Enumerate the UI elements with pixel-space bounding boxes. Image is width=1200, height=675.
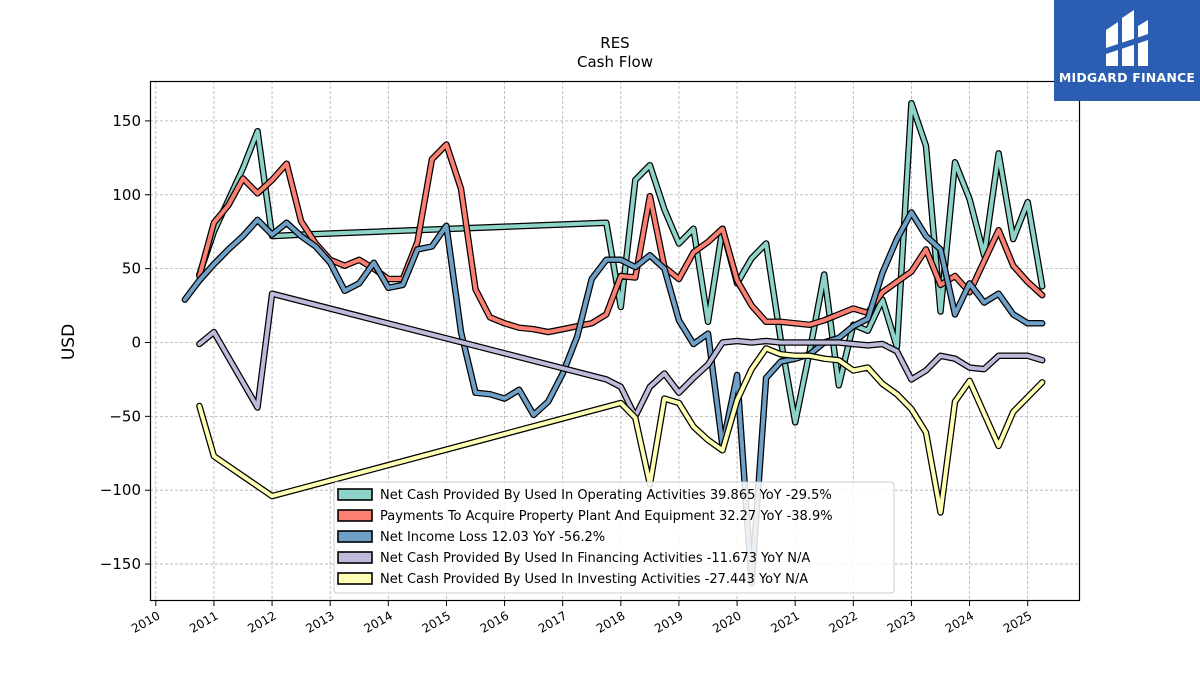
legend-label: Net Income Loss 12.03 YoY -56.2% [380,530,605,545]
series-line [197,346,1045,515]
x-tick-label: 2017 [536,608,569,635]
y-tick-label: 0 [131,333,141,351]
legend-item: Net Income Loss 12.03 YoY -56.2% [337,530,605,545]
y-axis-label: USD [59,324,79,360]
series-lines [181,99,1046,587]
x-tick-label: 2011 [187,608,220,635]
x-tick-label: 2019 [652,608,685,635]
legend: Net Cash Provided By Used In Operating A… [333,481,895,594]
series-line [197,142,1045,335]
series-line [197,291,1045,419]
legend-swatch [337,551,373,564]
y-tick-label: −50 [109,407,141,425]
brand-name: MIDGARD FINANCE [1058,70,1196,85]
series-4 [196,345,1046,516]
legend-label: Payments To Acquire Property Plant And E… [380,509,833,524]
x-tick-label: 2015 [420,608,453,635]
x-tick-label: 2018 [594,608,627,635]
x-tick-label: 2012 [245,608,278,635]
legend-label: Net Cash Provided By Used In Investing A… [380,572,808,587]
legend-swatch [337,509,373,522]
series-line [182,210,1045,586]
legend-item: Net Cash Provided By Used In Financing A… [337,551,810,566]
legend-item: Payments To Acquire Property Plant And E… [337,509,833,524]
y-tick-label: 150 [112,112,141,130]
chart-subtitle: Cash Flow [577,53,653,71]
x-tick-label: 2020 [710,608,743,635]
midgard-logo-icon [1106,10,1148,66]
x-tick-label: 2021 [768,608,801,635]
x-tick-label: 2022 [827,608,860,635]
legend-item: Net Cash Provided By Used In Operating A… [337,488,832,503]
chart-title: RES [600,34,629,52]
series-2 [181,209,1046,587]
y-axis-ticks: −150 −100 −50 0 50 100 150 [100,112,150,573]
legend-label: Net Cash Provided By Used In Financing A… [380,551,810,566]
legend-label: Net Cash Provided By Used In Operating A… [380,488,832,503]
brand-logo: MIDGARD FINANCE [1054,0,1200,101]
x-tick-label: 2016 [478,608,511,635]
y-tick-label: −150 [100,555,141,573]
legend-box [333,481,895,594]
x-tick-label: 2024 [943,608,976,635]
legend-swatch [337,488,373,501]
x-axis-ticks: 2010 2011 2012 2013 2014 2015 2016 2017 2018 2019… [129,601,1034,636]
x-tick-label: 2013 [303,608,336,635]
legend-item: Net Cash Provided By Used In Investing A… [337,572,808,587]
plot-frame [149,80,1081,602]
legend-swatch [337,572,373,585]
x-tick-label: 2010 [129,608,162,635]
y-tick-label: 100 [112,186,141,204]
x-tick-label: 2023 [885,608,918,635]
series-1 [196,141,1046,336]
y-tick-label: 50 [122,260,141,278]
series-3 [196,290,1046,420]
legend-swatch [337,530,373,543]
x-tick-label: 2014 [362,608,395,635]
y-tick-label: −100 [100,481,141,499]
x-tick-label: 2025 [1001,608,1034,635]
